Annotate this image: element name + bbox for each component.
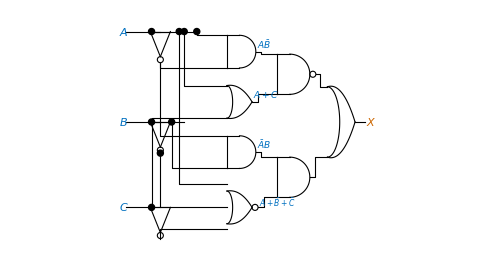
Text: $C$: $C$ (119, 201, 129, 213)
Circle shape (168, 119, 175, 125)
Circle shape (149, 119, 154, 125)
Circle shape (157, 150, 164, 156)
Text: $\bar{A}B$: $\bar{A}B$ (257, 138, 272, 151)
Text: $A\bar{B}$: $A\bar{B}$ (257, 38, 272, 51)
Circle shape (194, 28, 200, 35)
Text: $A+\bar{B}+\bar{C}$: $A+\bar{B}+\bar{C}$ (259, 196, 296, 209)
Text: $B$: $B$ (119, 116, 128, 128)
Circle shape (181, 28, 187, 35)
Circle shape (149, 204, 154, 210)
Text: $A$: $A$ (119, 26, 128, 38)
Circle shape (176, 28, 182, 35)
Text: $A+C$: $A+C$ (253, 89, 279, 100)
Text: $X$: $X$ (366, 116, 377, 128)
Circle shape (149, 28, 154, 35)
